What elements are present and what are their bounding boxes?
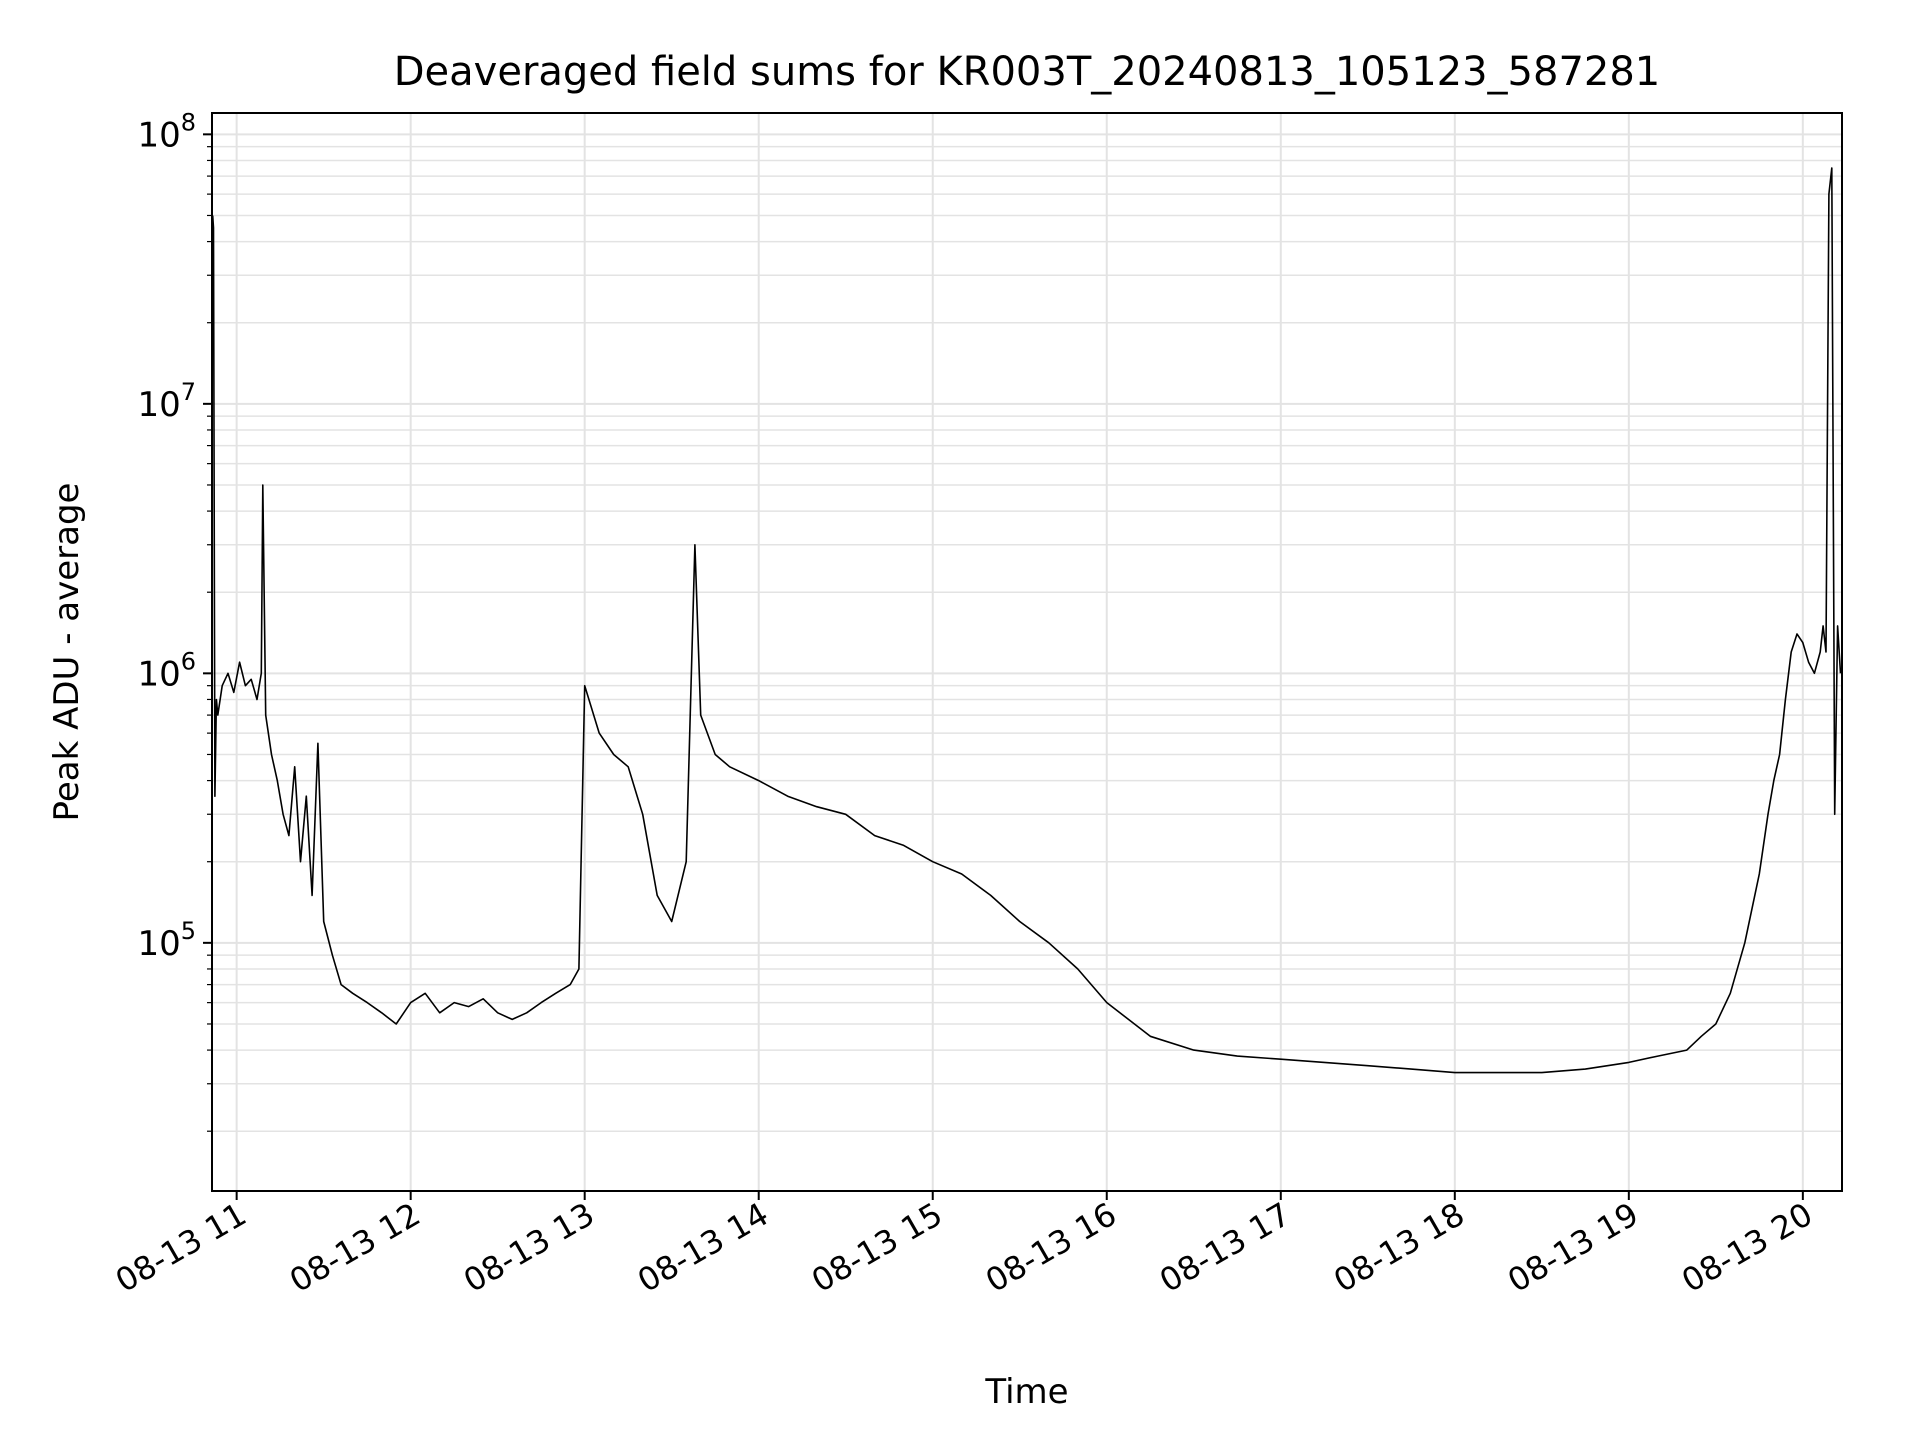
chart-title: Deaveraged field sums for KR003T_2024081… — [394, 49, 1661, 95]
grid — [212, 113, 1842, 1191]
axes-frame — [211, 112, 1843, 1192]
data-layer — [212, 167, 1842, 1074]
y-axis-label: Peak ADU - average — [47, 483, 87, 822]
series-line — [212, 167, 1842, 1074]
y-tick-label: 108 — [137, 108, 196, 155]
y-tick-label: 106 — [137, 647, 196, 694]
x-axis-label: Time — [984, 1372, 1068, 1412]
y-tick-label: 107 — [137, 378, 196, 425]
y-tick-label: 105 — [137, 917, 196, 964]
